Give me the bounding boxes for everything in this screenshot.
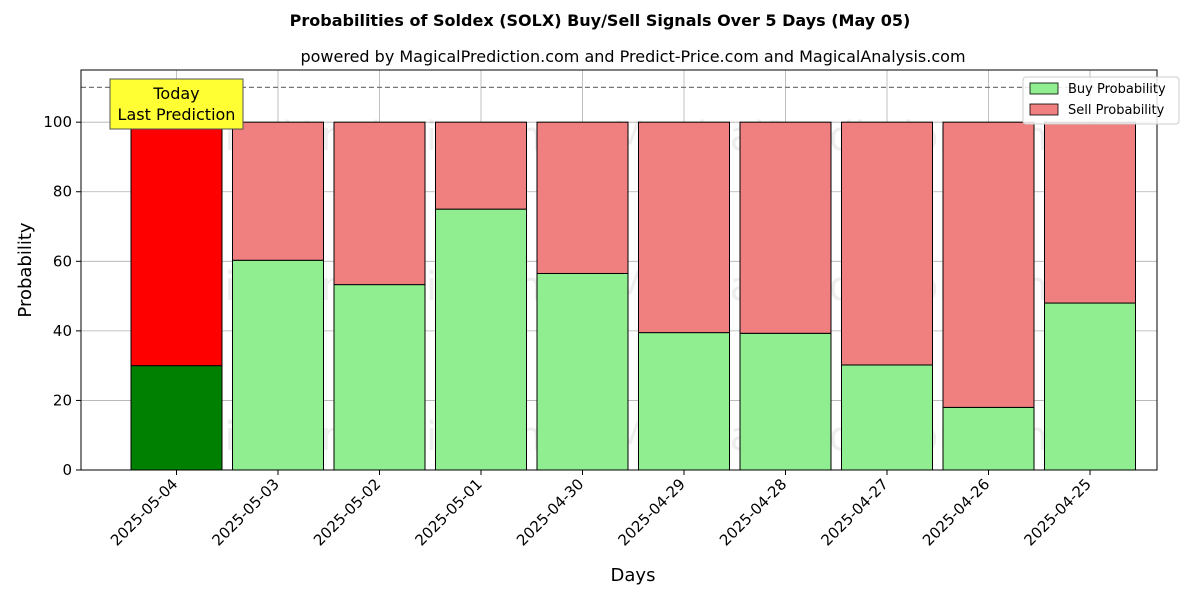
x-tick-label: 2025-04-30 (513, 475, 587, 549)
y-axis: 0 20 40 60 80 100 (43, 113, 81, 479)
x-tick-label: 2025-05-03 (208, 475, 282, 549)
buy-bar (232, 259, 324, 471)
buy-bar (333, 284, 426, 471)
x-axis: 2025-05-04 2025-05-03 2025-05-02 2025-05-01… (107, 470, 1095, 549)
legend-swatch-buy (1029, 82, 1059, 95)
sell-bar (536, 121, 629, 274)
sell-bar (232, 121, 324, 261)
buy-bar (739, 332, 832, 471)
y-tick-label: 20 (53, 391, 72, 409)
x-axis-label: Days (611, 565, 656, 586)
x-tick-label: 2025-05-01 (411, 475, 485, 549)
buy-bar (942, 406, 1035, 471)
x-tick-label: 2025-05-04 (107, 475, 181, 549)
chart-title: Probabilities of Soldex (SOLX) Buy/Sell … (290, 11, 911, 30)
legend: Buy Probability Sell Probability (1022, 76, 1180, 125)
x-tick-label: 2025-04-28 (716, 475, 790, 549)
buy-bar (1044, 302, 1136, 471)
buy-bar (638, 332, 730, 471)
y-axis-label: Probability (15, 222, 36, 317)
sell-bar (841, 121, 933, 366)
sell-bar (739, 121, 832, 334)
chart-subtitle: powered by MagicalPrediction.com and Pre… (300, 47, 965, 66)
y-tick-label: 60 (53, 252, 72, 270)
buy-bar (130, 365, 223, 471)
x-tick-label: 2025-04-26 (919, 475, 993, 549)
sell-bar (638, 121, 730, 334)
annotation-line-2: Last Prediction (118, 105, 236, 124)
sell-bar (942, 121, 1035, 408)
y-tick-label: 40 (53, 322, 72, 340)
x-tick-label: 2025-05-02 (310, 475, 384, 549)
buy-bar (435, 208, 527, 471)
legend-swatch-sell (1029, 103, 1059, 116)
annotation-line-1: Today (152, 84, 199, 103)
buy-bar (536, 272, 629, 471)
x-tick-label: 2025-04-29 (614, 475, 688, 549)
buy-bar (841, 364, 933, 471)
sell-bar (333, 121, 426, 286)
y-tick-label: 100 (43, 113, 72, 131)
plot-frame (80, 69, 1158, 471)
y-tick-label: 0 (62, 461, 72, 479)
sell-bar (435, 121, 527, 210)
legend-frame (1022, 76, 1180, 125)
sell-bar (130, 121, 223, 367)
annotation-box (109, 78, 244, 130)
legend-label-buy: Buy Probability (1068, 82, 1166, 97)
x-tick-label: 2025-04-25 (1020, 475, 1094, 549)
legend-label-sell: Sell Probability (1068, 103, 1165, 118)
today-annotation: Today Last Prediction (109, 78, 244, 130)
sell-bar (1044, 121, 1136, 304)
y-tick-label: 80 (53, 183, 72, 201)
bars (130, 121, 1136, 471)
x-tick-label: 2025-04-27 (817, 475, 891, 549)
